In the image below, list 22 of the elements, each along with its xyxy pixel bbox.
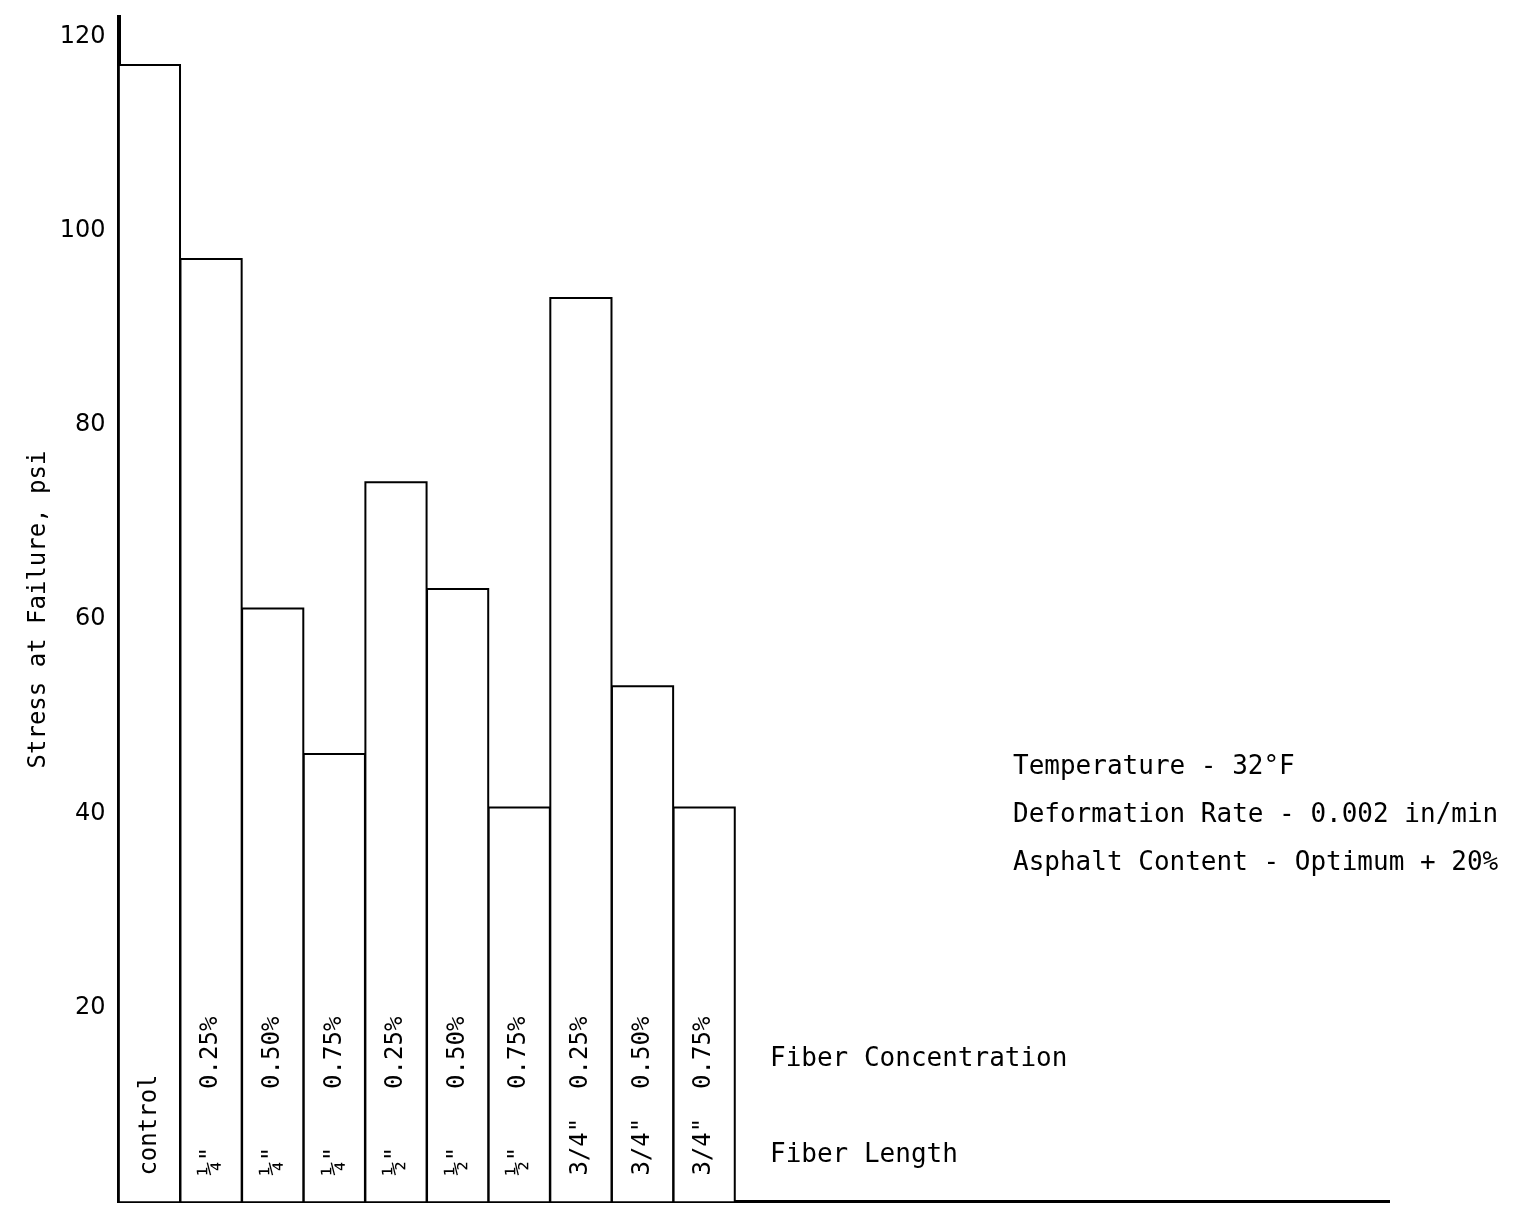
x-tick-label: ¼" 0.50% xyxy=(256,1016,285,1176)
text: Fiber Concentration xyxy=(770,1042,1068,1072)
x-tick-label: 3/4" 0.75% xyxy=(688,1016,717,1176)
x-tick-label: 3/4" 0.50% xyxy=(626,1016,655,1176)
x-tick-label: control xyxy=(133,1074,162,1176)
y-tick-label: 80 xyxy=(75,409,106,438)
text: Fiber Length xyxy=(770,1138,958,1168)
x-tick-label: 3/4" 0.25% xyxy=(565,1016,594,1176)
y-tick-label: 120 xyxy=(59,21,106,50)
text: Temperature - 32°F xyxy=(1013,750,1295,780)
y-tick-label: 60 xyxy=(75,603,106,632)
y-tick-label: 40 xyxy=(75,797,106,826)
y-tick-label: 100 xyxy=(59,215,106,244)
x-tick-label: ¼" 0.25% xyxy=(195,1016,224,1176)
text: Asphalt Content - Optimum + 20% xyxy=(1013,846,1499,876)
text: Deformation Rate - 0.002 in/min xyxy=(1013,798,1499,828)
y-axis-title: Stress at Failure, psi xyxy=(22,450,51,769)
y-tick-label: 20 xyxy=(75,991,106,1020)
x-tick-label: ½" 0.75% xyxy=(503,1016,532,1176)
x-tick-label: ¼" 0.75% xyxy=(318,1016,347,1176)
x-tick-label: ½" 0.50% xyxy=(441,1016,470,1176)
x-tick-label: ½" 0.25% xyxy=(380,1016,409,1176)
